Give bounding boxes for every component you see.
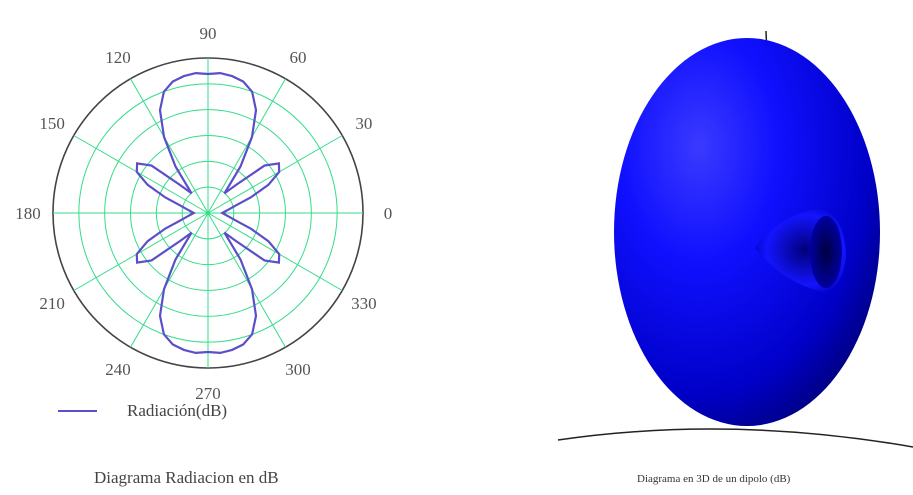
polar-angle-tick-label: 210 [39, 294, 65, 313]
polar-angle-tick-label: 120 [105, 48, 131, 67]
polar-radiation-chart: 0 30 60 90 120 150 180 210 240 270 300 330 Radiació… [15, 24, 392, 420]
ground-line [557, 428, 913, 448]
polar-grid-spoke [207, 212, 286, 348]
dipole-3d-plot [557, 30, 913, 448]
polar-angle-ticks: 0 30 60 90 120 150 180 210 240 270 300 330 [15, 24, 392, 403]
dipole-main-lobe [614, 38, 880, 426]
dipole-3d-title: Diagrama en 3D de un dipolo (dB) [637, 473, 791, 485]
polar-chart-title: Diagrama Radiacion en dB [94, 468, 279, 487]
polar-angle-tick-label: 60 [290, 48, 307, 67]
polar-grid [52, 57, 364, 369]
polar-grid-spoke [73, 135, 209, 214]
polar-angle-tick-label: 240 [105, 360, 131, 379]
chart-legend: Radiación(dB) [58, 401, 227, 420]
polar-angle-tick-label: 150 [39, 114, 65, 133]
polar-grid-spoke [207, 212, 343, 291]
polar-grid-spoke [73, 212, 209, 291]
polar-grid-spoke [130, 78, 209, 214]
polar-angle-tick-label: 330 [351, 294, 377, 313]
polar-angle-tick-label: 90 [200, 24, 217, 43]
polar-grid-spoke [130, 212, 209, 348]
polar-angle-tick-label: 300 [285, 360, 311, 379]
polar-angle-tick-label: 270 [195, 384, 221, 403]
dipole-side-lobe-opening [810, 216, 842, 288]
polar-angle-tick-label: 180 [15, 204, 41, 223]
polar-grid-spoke [207, 135, 343, 214]
legend-label: Radiación(dB) [127, 401, 227, 420]
radiation-pattern-series [135, 71, 281, 355]
polar-angle-tick-label: 30 [355, 114, 372, 133]
polar-angle-tick-label: 0 [384, 204, 393, 223]
polar-grid-spoke [207, 78, 286, 214]
